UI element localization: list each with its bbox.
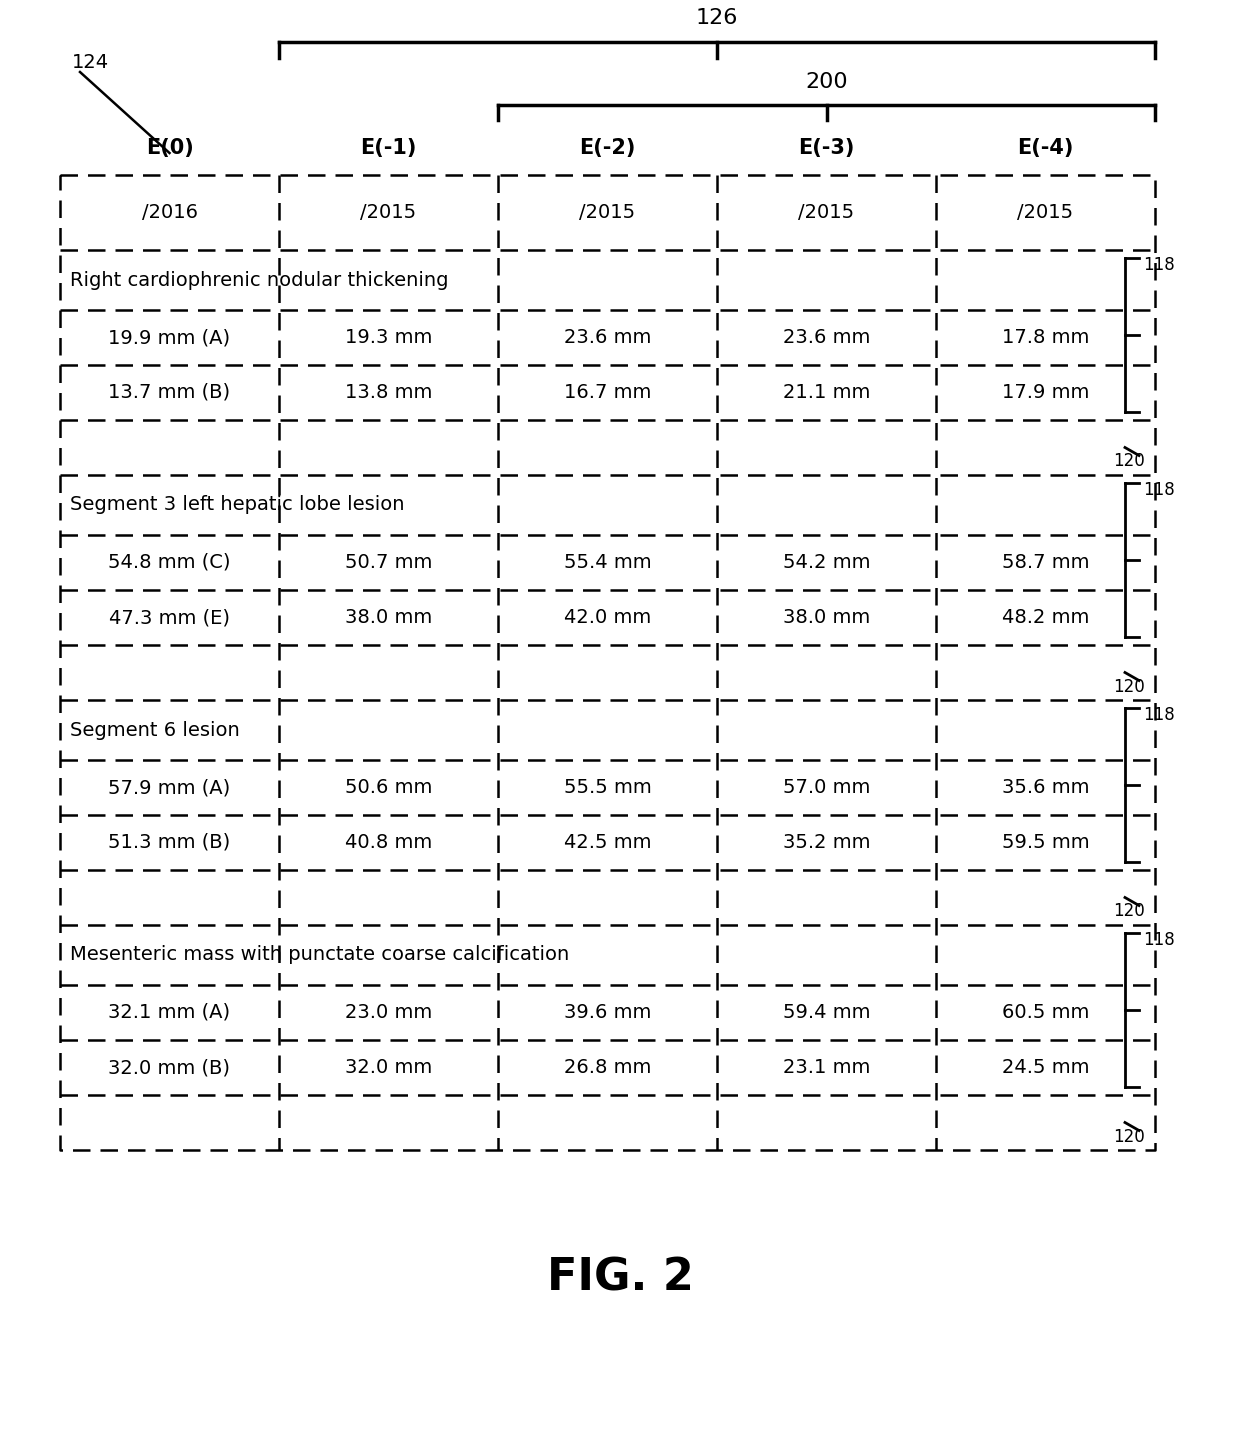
Text: 13.7 mm (B): 13.7 mm (B) xyxy=(108,383,231,402)
Text: 48.2 mm: 48.2 mm xyxy=(1002,608,1089,627)
Text: 32.0 mm: 32.0 mm xyxy=(345,1058,432,1078)
Text: 35.2 mm: 35.2 mm xyxy=(782,832,870,852)
Text: 23.6 mm: 23.6 mm xyxy=(564,329,651,347)
Text: 13.8 mm: 13.8 mm xyxy=(345,383,433,402)
Text: 19.3 mm: 19.3 mm xyxy=(345,329,433,347)
Text: 200: 200 xyxy=(805,72,848,92)
Text: 32.0 mm (B): 32.0 mm (B) xyxy=(109,1058,231,1078)
Text: 19.9 mm (A): 19.9 mm (A) xyxy=(108,329,231,347)
Text: 47.3 mm (E): 47.3 mm (E) xyxy=(109,608,229,627)
Text: E(-4): E(-4) xyxy=(1017,138,1074,158)
Text: E(-1): E(-1) xyxy=(361,138,417,158)
Text: 59.4 mm: 59.4 mm xyxy=(782,1003,870,1022)
Text: 42.5 mm: 42.5 mm xyxy=(564,832,651,852)
Text: 59.5 mm: 59.5 mm xyxy=(1002,832,1089,852)
Text: 17.9 mm: 17.9 mm xyxy=(1002,383,1089,402)
Text: 55.4 mm: 55.4 mm xyxy=(564,552,651,573)
Text: E(0): E(0) xyxy=(145,138,193,158)
Text: FIG. 2: FIG. 2 xyxy=(547,1257,693,1300)
Text: 120: 120 xyxy=(1114,677,1145,696)
Text: 118: 118 xyxy=(1143,255,1174,274)
Text: 38.0 mm: 38.0 mm xyxy=(782,608,870,627)
Text: 42.0 mm: 42.0 mm xyxy=(564,608,651,627)
Text: 120: 120 xyxy=(1114,1128,1145,1145)
Text: 40.8 mm: 40.8 mm xyxy=(345,832,432,852)
Text: 58.7 mm: 58.7 mm xyxy=(1002,552,1089,573)
Text: /2015: /2015 xyxy=(1018,202,1074,222)
Text: 55.5 mm: 55.5 mm xyxy=(564,778,651,796)
Text: /2015: /2015 xyxy=(799,202,854,222)
Text: 54.2 mm: 54.2 mm xyxy=(782,552,870,573)
Text: 23.6 mm: 23.6 mm xyxy=(782,329,870,347)
Text: E(-3): E(-3) xyxy=(799,138,854,158)
Text: 118: 118 xyxy=(1143,931,1174,949)
Text: 17.8 mm: 17.8 mm xyxy=(1002,329,1089,347)
Text: 120: 120 xyxy=(1114,452,1145,471)
Text: E(-2): E(-2) xyxy=(579,138,636,158)
Text: 21.1 mm: 21.1 mm xyxy=(782,383,870,402)
Text: Segment 3 left hepatic lobe lesion: Segment 3 left hepatic lobe lesion xyxy=(69,495,404,515)
Text: /2015: /2015 xyxy=(361,202,417,222)
Text: /2015: /2015 xyxy=(579,202,636,222)
Text: 57.9 mm (A): 57.9 mm (A) xyxy=(108,778,231,796)
Text: 51.3 mm (B): 51.3 mm (B) xyxy=(108,832,231,852)
Text: 39.6 mm: 39.6 mm xyxy=(564,1003,651,1022)
Text: 32.1 mm (A): 32.1 mm (A) xyxy=(108,1003,231,1022)
Text: /2016: /2016 xyxy=(141,202,197,222)
Text: 118: 118 xyxy=(1143,706,1174,725)
Text: 124: 124 xyxy=(72,53,109,72)
Text: 16.7 mm: 16.7 mm xyxy=(564,383,651,402)
Text: 118: 118 xyxy=(1143,481,1174,499)
Text: 23.1 mm: 23.1 mm xyxy=(782,1058,870,1078)
Text: 38.0 mm: 38.0 mm xyxy=(345,608,432,627)
Text: Segment 6 lesion: Segment 6 lesion xyxy=(69,720,239,739)
Text: 57.0 mm: 57.0 mm xyxy=(782,778,870,796)
Text: 24.5 mm: 24.5 mm xyxy=(1002,1058,1089,1078)
Text: 54.8 mm (C): 54.8 mm (C) xyxy=(108,552,231,573)
Text: 60.5 mm: 60.5 mm xyxy=(1002,1003,1089,1022)
Text: 23.0 mm: 23.0 mm xyxy=(345,1003,432,1022)
Text: 26.8 mm: 26.8 mm xyxy=(564,1058,651,1078)
Text: 35.6 mm: 35.6 mm xyxy=(1002,778,1089,796)
Text: 50.7 mm: 50.7 mm xyxy=(345,552,433,573)
Text: Mesenteric mass with punctate coarse calcification: Mesenteric mass with punctate coarse cal… xyxy=(69,946,569,964)
Text: 50.6 mm: 50.6 mm xyxy=(345,778,433,796)
Text: Right cardiophrenic nodular thickening: Right cardiophrenic nodular thickening xyxy=(69,271,449,290)
Text: 126: 126 xyxy=(696,9,738,29)
Text: 120: 120 xyxy=(1114,903,1145,920)
